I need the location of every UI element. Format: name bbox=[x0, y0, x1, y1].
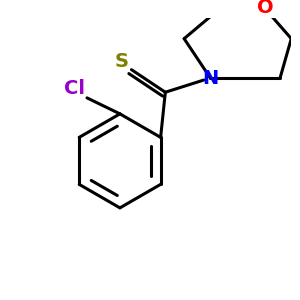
Text: S: S bbox=[114, 52, 128, 71]
Text: Cl: Cl bbox=[64, 79, 85, 98]
Text: N: N bbox=[202, 69, 219, 88]
Text: O: O bbox=[257, 0, 273, 17]
